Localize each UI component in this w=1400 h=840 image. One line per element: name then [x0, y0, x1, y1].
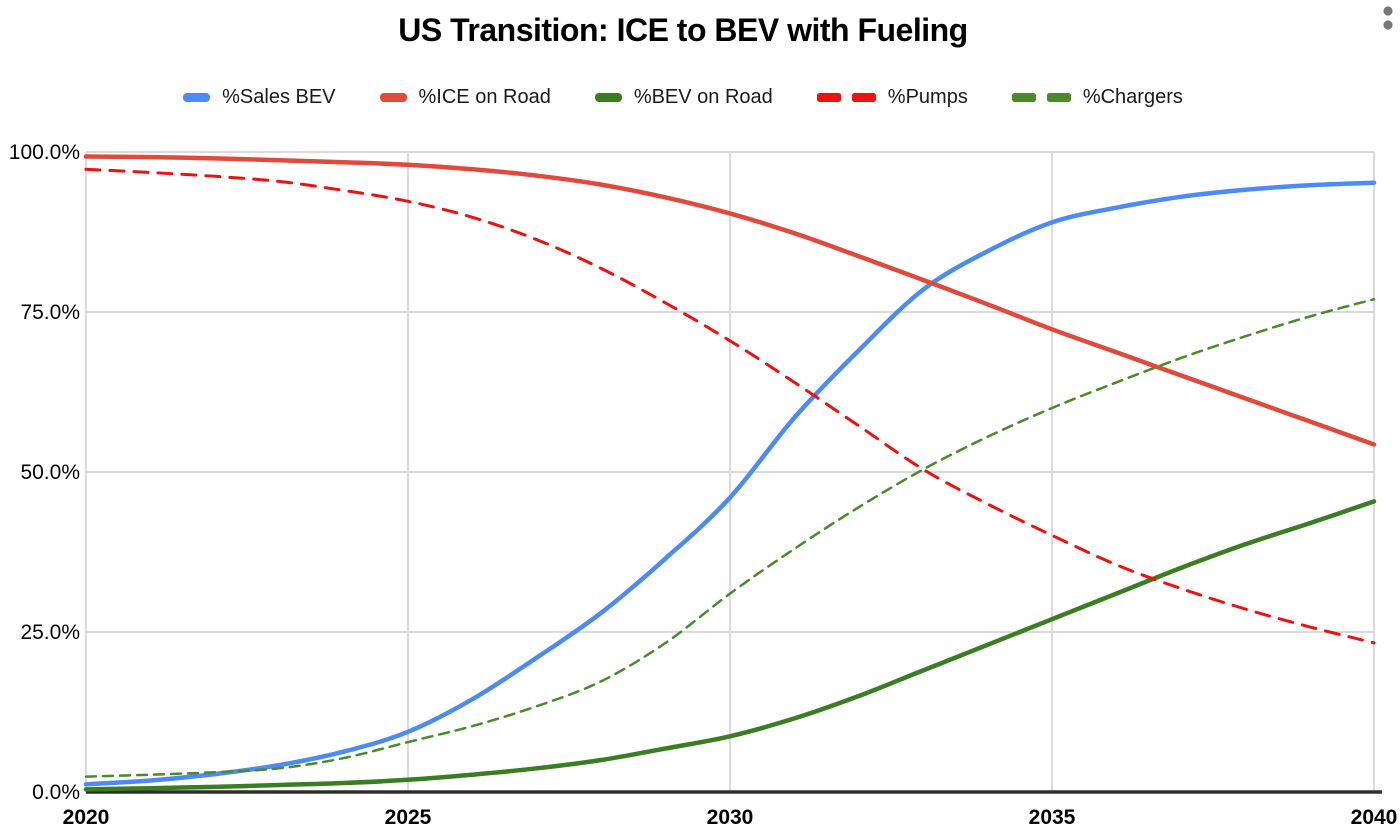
- dash-segment: [851, 93, 876, 102]
- menu-dot: [1383, 20, 1393, 30]
- legend-label: %Sales BEV: [222, 86, 336, 108]
- legend-item-bev-on-road[interactable]: %BEV on Road: [594, 86, 773, 109]
- chart-legend: %Sales BEV %ICE on Road %BEV on Road %Pumps…: [0, 86, 1366, 109]
- legend-swatch-icon: [379, 93, 407, 102]
- legend-item-ice-on-road[interactable]: %ICE on Road: [379, 86, 551, 109]
- y-axis-tick-label: 50.0%: [20, 461, 80, 484]
- dash-segment: [1011, 93, 1036, 102]
- y-axis-tick-label: 75.0%: [20, 301, 80, 324]
- legend-item-sales-bev[interactable]: %Sales BEV: [183, 86, 336, 109]
- y-axis-tick-label: 100.0%: [9, 141, 80, 164]
- legend-swatch-icon: [594, 93, 622, 102]
- y-axis-tick-label: 0.0%: [32, 781, 80, 804]
- legend-label: %ICE on Road: [418, 86, 551, 108]
- legend-swatch-icon: [1011, 93, 1071, 102]
- dash-segment: [816, 93, 841, 102]
- line-segment: [379, 93, 407, 102]
- series-line-sales-bev: [83, 180, 1377, 787]
- line-segment: [594, 93, 622, 102]
- legend-item-chargers[interactable]: %Chargers: [1011, 86, 1183, 109]
- series-line-bev-on-road: [83, 499, 1377, 792]
- x-axis-tick-label: 2035: [1029, 806, 1076, 829]
- overflow-menu-icon[interactable]: [1382, 2, 1394, 36]
- series-line-ice-on-road: [83, 154, 1377, 447]
- legend-label: %Chargers: [1082, 86, 1183, 108]
- menu-dot: [1383, 6, 1393, 16]
- legend-label: %BEV on Road: [633, 86, 773, 108]
- x-axis-tick-label: 2025: [385, 806, 432, 829]
- x-axis-tick-label: 2040: [1351, 806, 1398, 829]
- x-axis-tick-label: 2020: [63, 806, 110, 829]
- legend-swatch-icon: [183, 93, 211, 102]
- legend-label: %Pumps: [887, 86, 968, 108]
- chart-title: US Transition: ICE to BEV with Fueling: [398, 12, 968, 48]
- line-segment: [183, 93, 211, 102]
- dash-segment: [1046, 93, 1071, 102]
- legend-swatch-icon: [816, 93, 876, 102]
- series-line-pumps: [84, 167, 1376, 645]
- legend-item-pumps[interactable]: %Pumps: [816, 86, 968, 109]
- x-axis-tick-label: 2030: [707, 806, 754, 829]
- y-axis-tick-label: 25.0%: [20, 621, 80, 644]
- series-line-chargers: [84, 297, 1376, 778]
- chart-header: US Transition: ICE to BEV with Fueling: [0, 12, 1366, 49]
